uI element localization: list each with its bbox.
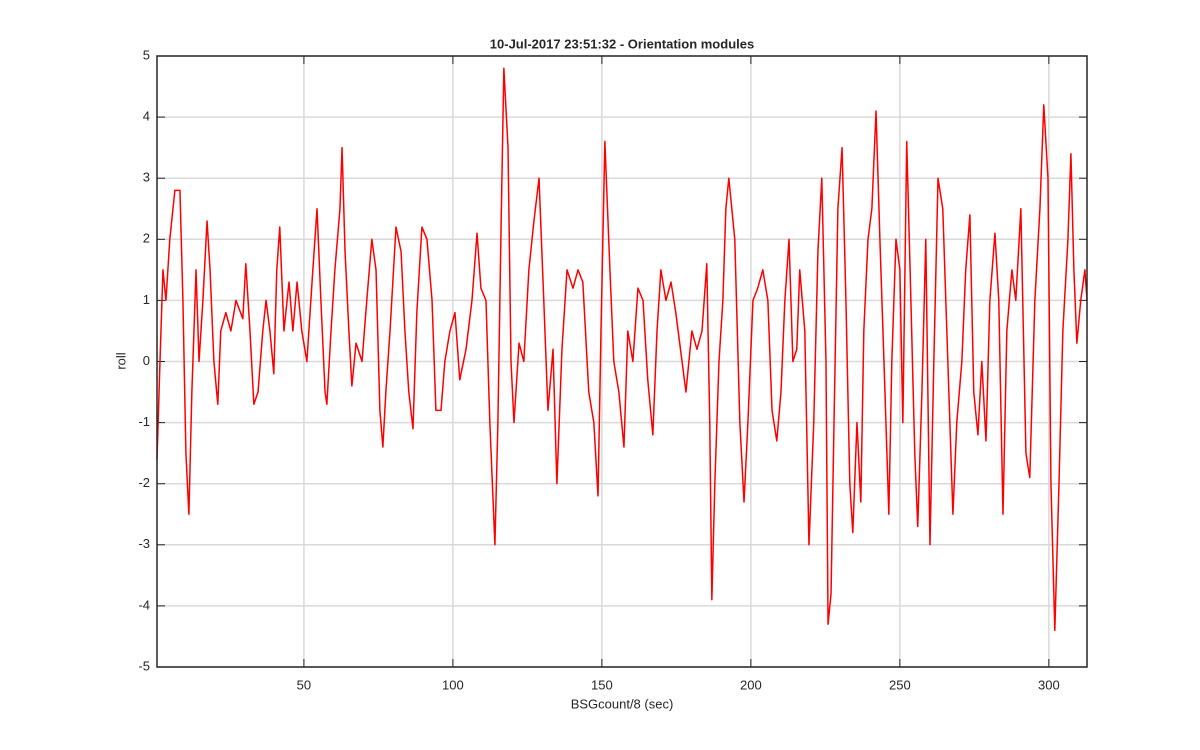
y-tick-label: -4 [138, 597, 150, 612]
y-tick-label: -1 [138, 414, 150, 429]
y-tick-label: 4 [143, 109, 150, 124]
y-axis-label: roll [113, 352, 128, 369]
y-tick-label: 0 [143, 353, 150, 368]
x-axis-label: BSGcount/8 (sec) [571, 696, 674, 711]
y-tick-label: 2 [143, 231, 150, 246]
x-tick-label: 150 [591, 677, 613, 692]
y-tick-label: 1 [143, 292, 150, 307]
x-tick-label: 300 [1038, 677, 1060, 692]
y-tick-label: -3 [138, 536, 150, 551]
y-tick-label: 5 [143, 47, 150, 62]
y-tick-label: -5 [138, 658, 150, 673]
axes-box [156, 55, 1088, 668]
x-tick-label: 50 [297, 677, 311, 692]
x-tick-label: 250 [889, 677, 911, 692]
x-tick-label: 200 [740, 677, 762, 692]
y-tick-label: -2 [138, 475, 150, 490]
x-tick-label: 100 [442, 677, 464, 692]
chart-title: 10-Jul-2017 23:51:32 - Orientation modul… [490, 36, 754, 51]
data-line [156, 67, 1088, 632]
y-tick-label: 3 [143, 170, 150, 185]
